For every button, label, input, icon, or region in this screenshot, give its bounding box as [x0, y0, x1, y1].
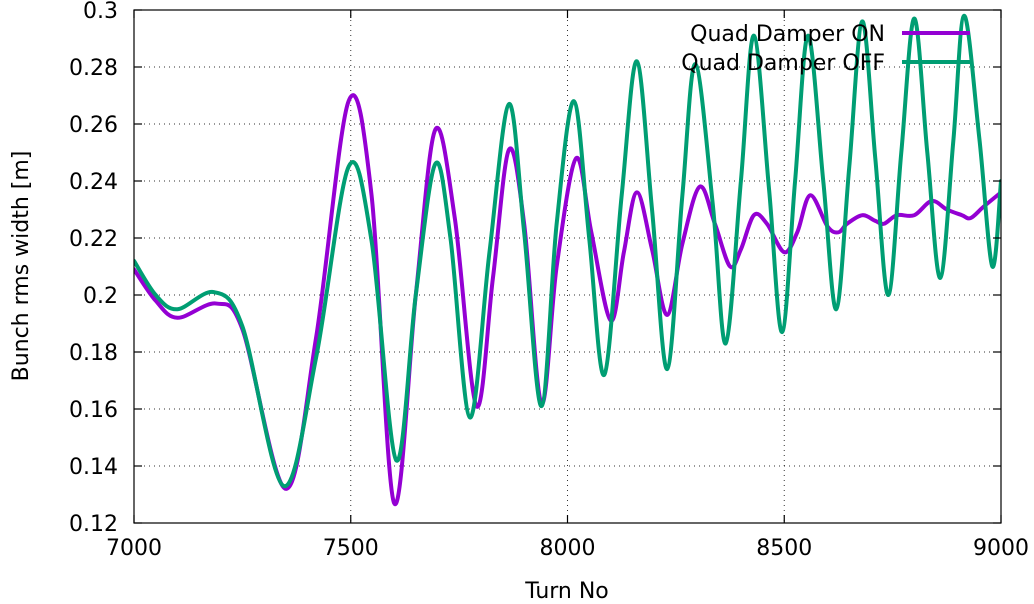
series-line-quad-damper-on	[134, 93, 1001, 507]
x-tick-label: 9000	[973, 536, 1029, 561]
y-tick-label: 0.16	[69, 398, 118, 423]
y-tick-label: 0.26	[69, 113, 118, 138]
legend-entry-quad-damper-off: Quad Damper OFF	[681, 51, 970, 76]
y-tick-label: 0.2	[83, 284, 118, 309]
y-tick-label: 0.3	[83, 0, 118, 24]
plot-area	[134, 13, 1001, 507]
y-axis-tick-labels: 0.12 0.14 0.16 0.18 0.2 0.22 0.24 0.26 0.28 0.3	[69, 0, 118, 537]
x-axis-tick-labels: 7000 7500 8000 8500 9000	[106, 536, 1029, 561]
x-tick-label: 7500	[323, 536, 379, 561]
y-tick-label: 0.28	[69, 56, 118, 81]
y-axis-title: Bunch rms width [m]	[9, 151, 34, 382]
x-tick-label: 8000	[540, 536, 596, 561]
legend: Quad Damper ON Quad Damper OFF	[681, 22, 970, 76]
legend-label-quad-damper-on: Quad Damper ON	[690, 22, 885, 47]
x-axis-title: Turn No	[524, 579, 609, 604]
x-tick-label: 7000	[106, 536, 162, 561]
series-line-quad-damper-off	[134, 13, 1001, 488]
legend-entry-quad-damper-on: Quad Damper ON	[690, 22, 970, 47]
legend-label-quad-damper-off: Quad Damper OFF	[681, 51, 885, 76]
y-tick-label: 0.22	[69, 227, 118, 252]
y-tick-label: 0.24	[69, 170, 118, 195]
y-tick-label: 0.12	[69, 512, 118, 537]
x-tick-label: 8500	[756, 536, 812, 561]
y-tick-label: 0.18	[69, 341, 118, 366]
axis-ticks	[133, 9, 1002, 524]
y-tick-label: 0.14	[69, 455, 118, 480]
